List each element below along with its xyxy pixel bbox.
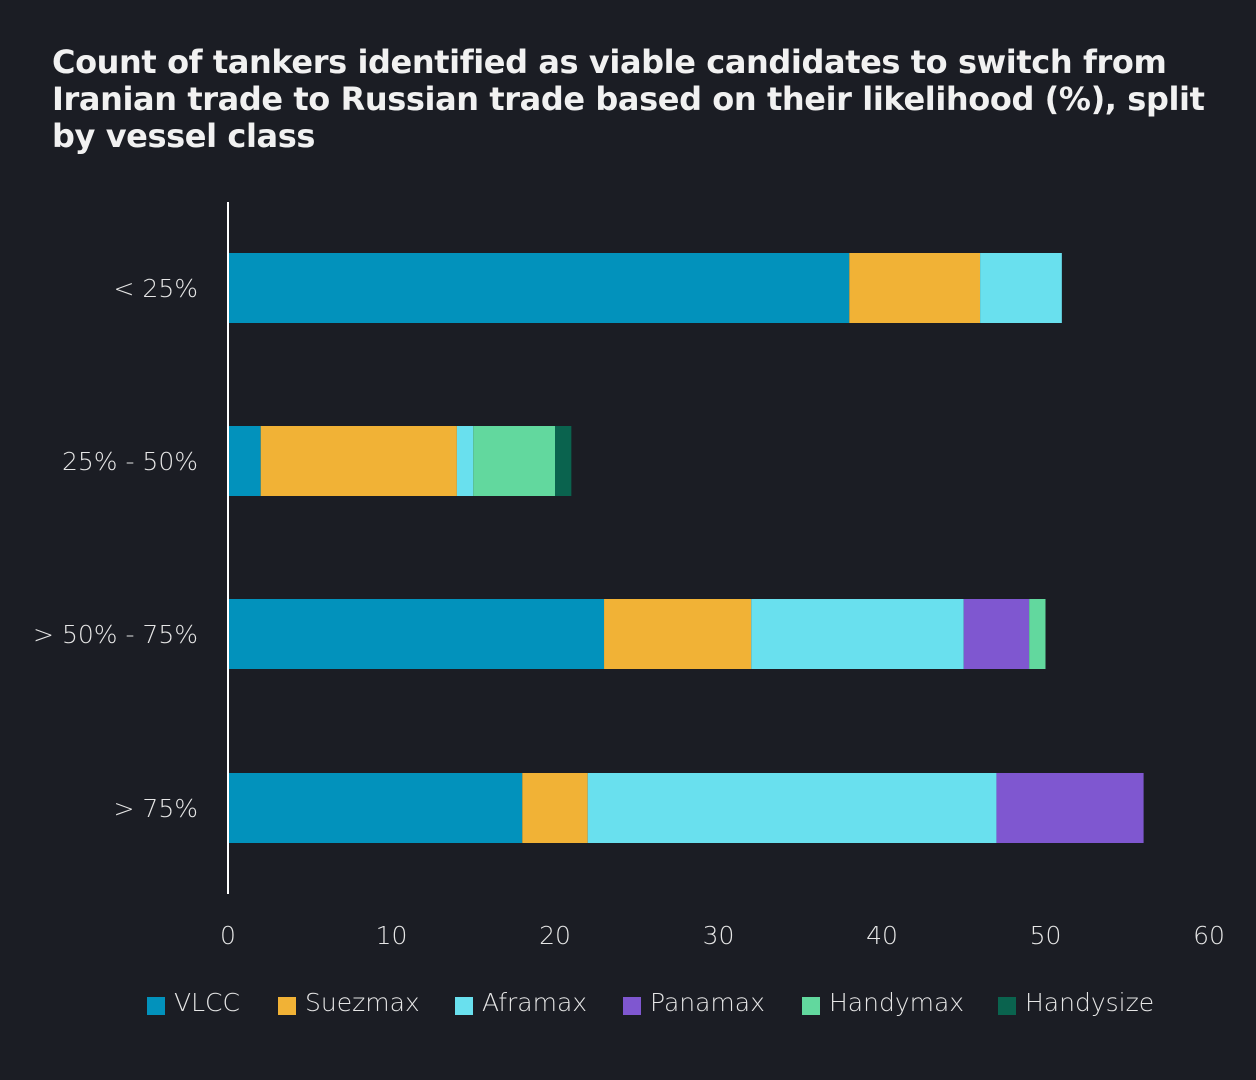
legend-swatch <box>278 997 296 1015</box>
bar-panamax-3 <box>996 773 1144 843</box>
legend-item-handysize: Handysize <box>998 984 1154 1020</box>
bar-suezmax-2 <box>604 599 752 669</box>
legend-swatch <box>455 997 473 1015</box>
x-tick-label: 60 <box>1193 921 1225 950</box>
bar-handymax-2 <box>1029 599 1046 669</box>
bar-vlcc-3 <box>228 773 523 843</box>
legend-item-aframax: Aframax <box>455 984 587 1020</box>
legend-item-handymax: Handymax <box>802 984 964 1020</box>
category-label: > 75% <box>114 794 198 823</box>
legend-item-suezmax: Suezmax <box>278 984 420 1020</box>
bar-vlcc-2 <box>228 599 605 669</box>
bar-aframax-0 <box>980 253 1062 323</box>
bar-aframax-2 <box>751 599 964 669</box>
x-tick-label: 10 <box>376 921 408 950</box>
bar-suezmax-1 <box>260 426 457 496</box>
x-tick-label: 0 <box>220 921 236 950</box>
x-tick-label: 50 <box>1030 921 1062 950</box>
legend-label: VLCC <box>174 987 240 1017</box>
chart-title: Count of tankers identified as viable ca… <box>52 43 1205 155</box>
bar-panamax-2 <box>963 599 1030 669</box>
legend-label: Aframax <box>482 987 588 1017</box>
x-tick-label: 30 <box>703 921 735 950</box>
bar-aframax-1 <box>456 426 474 496</box>
bar-handymax-1 <box>473 426 555 496</box>
chart-legend: VLCC Suezmax Aframax Panamax Handymax Handysi… <box>0 984 1256 1020</box>
legend-label: Suezmax <box>305 987 420 1017</box>
category-label: < 25% <box>114 274 198 303</box>
bar-aframax-3 <box>587 773 997 843</box>
category-label: > 50% - 75% <box>33 620 198 649</box>
bar-vlcc-0 <box>228 253 850 323</box>
legend-swatch <box>623 997 641 1015</box>
legend-label: Panamax <box>650 987 765 1017</box>
legend-item-panamax: Panamax <box>623 984 765 1020</box>
legend-label: Handysize <box>1025 987 1155 1017</box>
x-tick-label: 40 <box>866 921 898 950</box>
legend-swatch <box>147 997 165 1015</box>
bar-suezmax-0 <box>849 253 981 323</box>
bar-handysize-1 <box>555 426 572 496</box>
legend-swatch <box>802 997 820 1015</box>
bar-vlcc-1 <box>228 426 261 496</box>
legend-swatch <box>998 997 1016 1015</box>
x-tick-label: 20 <box>539 921 571 950</box>
chart-plot: < 25% 25% - 50% > 50% - 75% > 75% 0 10 20 30 40 5… <box>33 202 1225 950</box>
bar-suezmax-3 <box>522 773 588 843</box>
legend-label: Handymax <box>829 987 965 1017</box>
category-label: 25% - 50% <box>62 447 198 476</box>
legend-item-vlcc: VLCC <box>147 984 240 1020</box>
